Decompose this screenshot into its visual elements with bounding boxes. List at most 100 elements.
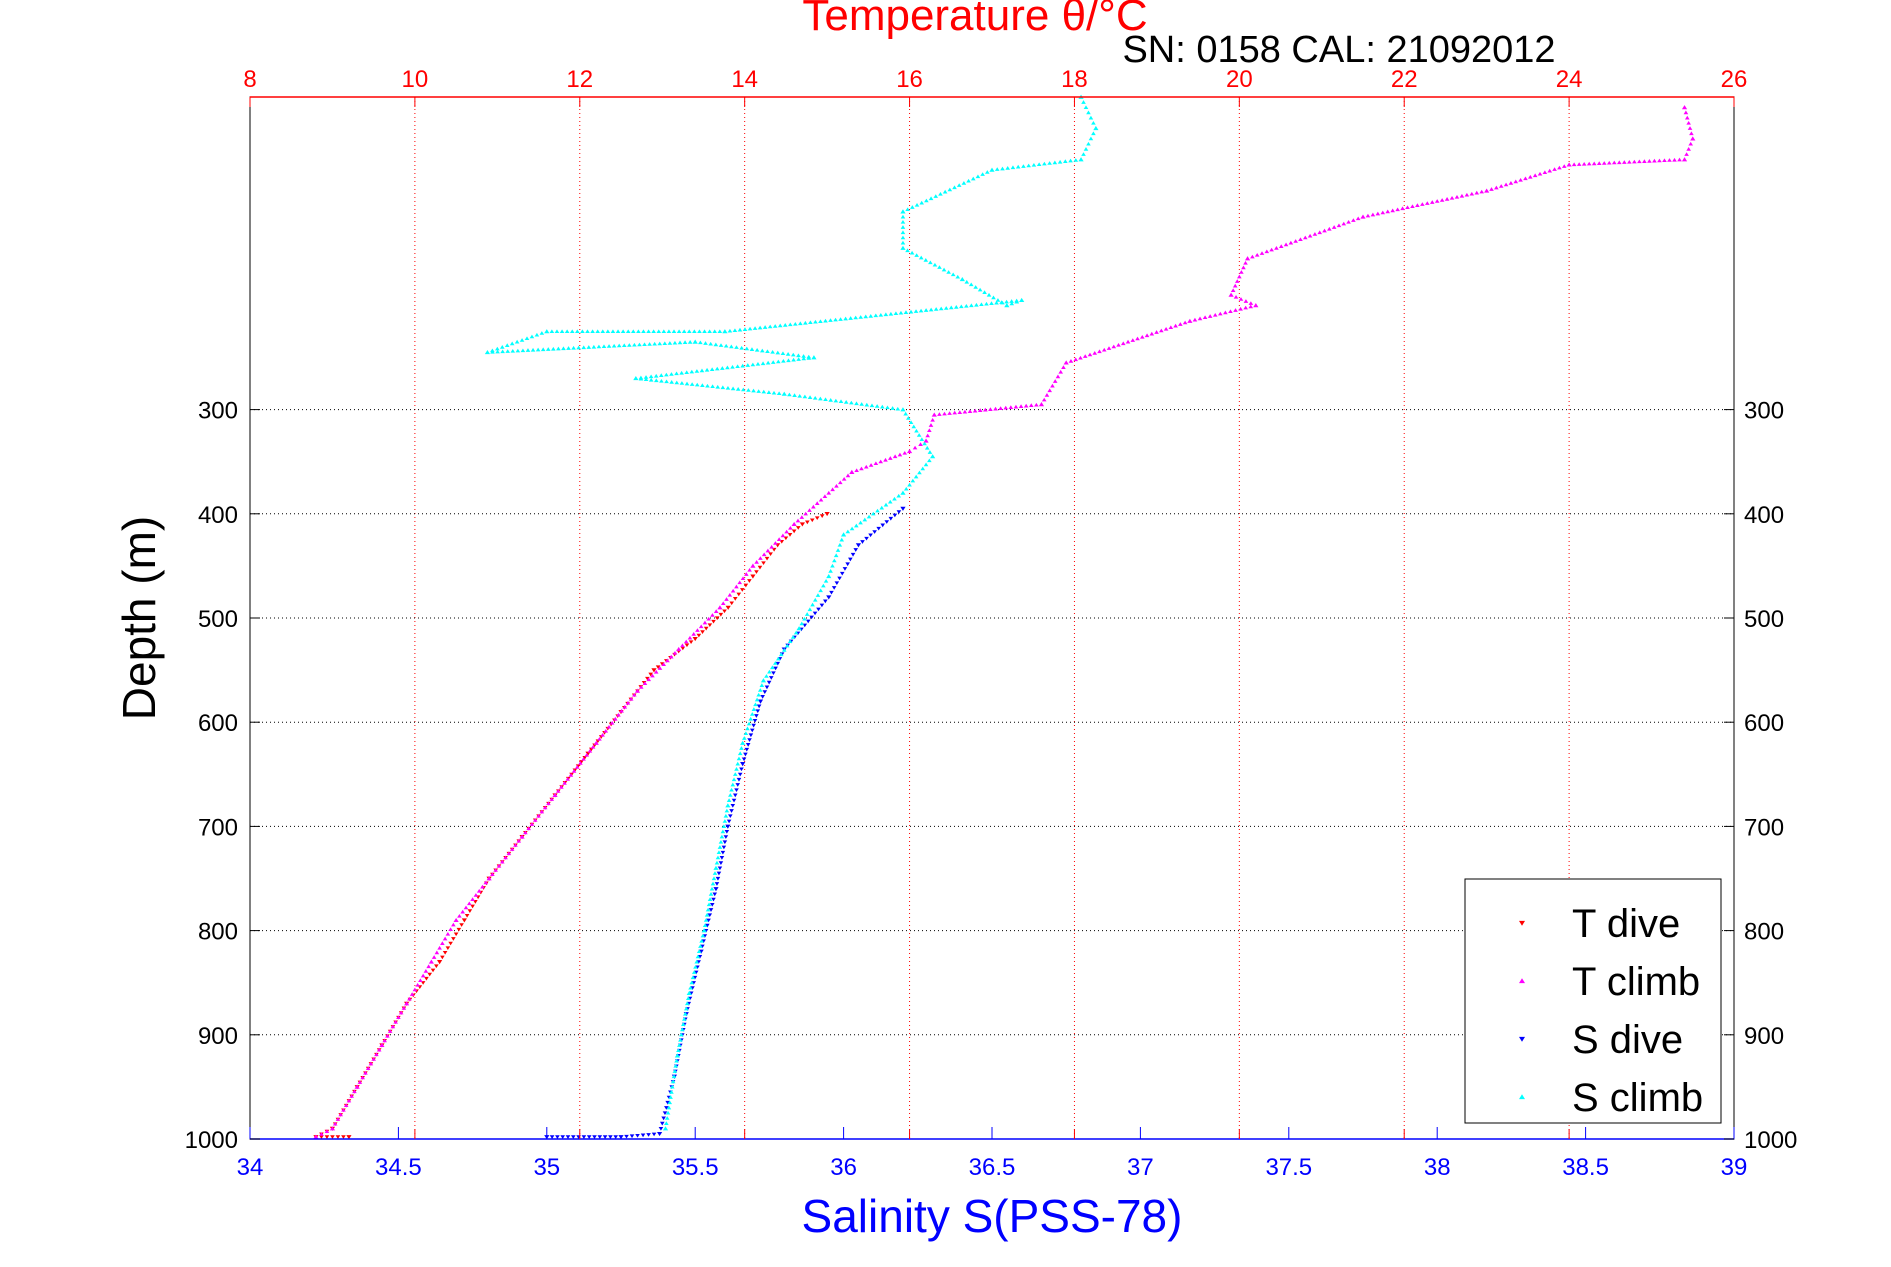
data-point xyxy=(725,385,731,390)
data-point xyxy=(713,887,719,892)
data-point xyxy=(765,548,771,553)
data-point xyxy=(883,457,888,462)
data-point xyxy=(600,329,606,334)
data-point xyxy=(843,400,849,404)
data-point xyxy=(754,714,759,718)
series-t-dive xyxy=(313,511,830,1140)
data-point xyxy=(819,514,825,518)
data-point xyxy=(853,548,859,552)
data-point xyxy=(822,494,828,499)
data-point xyxy=(803,511,808,516)
data-point xyxy=(420,973,426,978)
data-point xyxy=(961,181,967,185)
data-point xyxy=(313,1134,319,1139)
data-point xyxy=(1532,173,1538,178)
data-point xyxy=(638,376,644,381)
data-point xyxy=(597,736,602,741)
data-point xyxy=(956,183,962,187)
data-point xyxy=(382,1038,387,1043)
data-point xyxy=(720,601,726,606)
data-point xyxy=(590,744,596,749)
data-point xyxy=(335,1135,341,1139)
data-point xyxy=(757,688,763,692)
data-point xyxy=(747,326,753,331)
data-point xyxy=(519,338,525,342)
data-point xyxy=(1632,159,1637,164)
data-point xyxy=(1503,182,1509,187)
data-point xyxy=(984,301,989,306)
data-point xyxy=(910,478,916,483)
data-point xyxy=(746,388,751,392)
data-point xyxy=(752,326,758,330)
data-point xyxy=(744,346,750,351)
data-point xyxy=(670,1079,676,1084)
data-point xyxy=(1677,157,1682,162)
data-point xyxy=(542,805,548,810)
data-point xyxy=(1469,191,1475,196)
data-point xyxy=(586,345,592,349)
data-point xyxy=(952,185,957,190)
data-point xyxy=(1434,199,1440,203)
data-point xyxy=(613,1135,618,1139)
data-point xyxy=(1375,211,1381,216)
data-point xyxy=(1317,230,1323,235)
data-point xyxy=(1637,159,1642,164)
data-point xyxy=(735,364,740,369)
data-point xyxy=(1232,283,1238,288)
data-point xyxy=(730,588,736,593)
data-point xyxy=(633,376,639,381)
data-point xyxy=(496,863,502,868)
data-point xyxy=(448,941,453,946)
data-point xyxy=(1571,162,1577,167)
data-point xyxy=(754,560,759,564)
data-point xyxy=(928,260,933,265)
data-point xyxy=(1086,110,1091,115)
data-point xyxy=(575,329,580,334)
data-point xyxy=(892,496,897,501)
data-point xyxy=(1009,299,1014,303)
data-point xyxy=(700,630,705,634)
data-point xyxy=(691,970,697,974)
depth-tick-label-left: 1000 xyxy=(185,1127,238,1154)
data-point xyxy=(710,384,715,389)
data-point xyxy=(946,270,951,274)
data-point xyxy=(686,990,692,995)
depth-tick-label-right: 300 xyxy=(1744,398,1784,425)
data-point xyxy=(732,772,738,776)
data-point xyxy=(747,738,752,742)
data-point xyxy=(732,328,738,333)
data-point xyxy=(839,537,845,542)
data-point xyxy=(826,573,832,579)
data-point xyxy=(625,329,631,334)
data-point xyxy=(695,954,701,959)
data-point xyxy=(753,702,758,707)
data-point xyxy=(646,677,652,682)
data-point xyxy=(662,1126,669,1131)
data-point xyxy=(728,814,733,819)
data-point xyxy=(743,752,748,757)
data-point xyxy=(814,501,820,505)
data-point xyxy=(608,1135,613,1139)
data-point xyxy=(430,968,436,973)
data-point xyxy=(571,769,577,773)
data-point xyxy=(741,387,746,392)
data-point xyxy=(718,343,724,347)
data-point xyxy=(1248,301,1254,305)
data-point xyxy=(1596,161,1602,165)
data-point xyxy=(330,1135,335,1139)
data-point xyxy=(1058,369,1064,374)
data-point xyxy=(994,167,1000,171)
data-point xyxy=(418,978,423,982)
data-point xyxy=(740,762,746,767)
data-point xyxy=(732,597,738,601)
data-point xyxy=(807,508,812,512)
data-point xyxy=(1091,131,1096,136)
data-point xyxy=(824,511,830,517)
data-point xyxy=(802,394,808,399)
bottom-tick-label: 36 xyxy=(830,1154,857,1181)
data-point xyxy=(1111,344,1117,349)
legend-marker xyxy=(1519,920,1525,926)
data-point xyxy=(630,329,636,334)
data-point xyxy=(826,490,832,495)
